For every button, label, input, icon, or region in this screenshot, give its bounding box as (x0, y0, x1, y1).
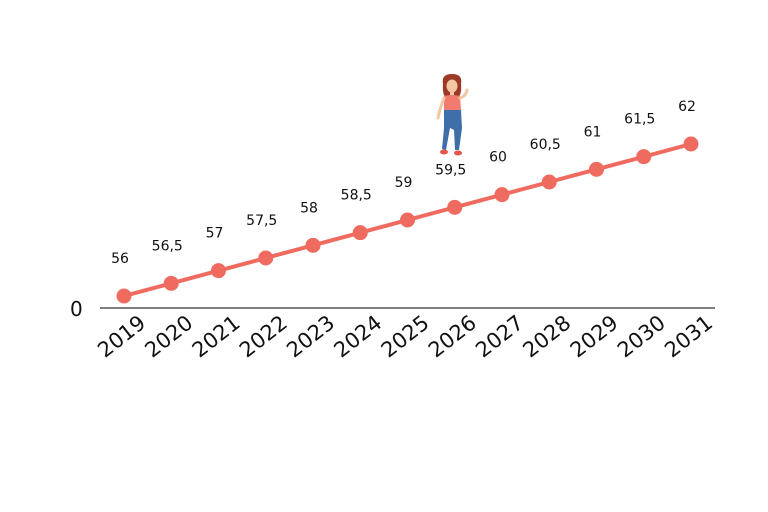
data-label: 62 (678, 99, 696, 115)
data-point (636, 149, 652, 165)
x-tick-label: 2021 (188, 311, 245, 363)
data-label: 60 (489, 150, 507, 166)
data-point (494, 187, 510, 203)
x-tick-label: 2019 (93, 311, 150, 363)
x-tick-label: 2030 (613, 311, 670, 363)
tick-layer: 2019202020212022202320242025202620272028… (93, 311, 717, 363)
data-point (305, 237, 321, 253)
data-point (116, 288, 132, 304)
data-label: 57 (206, 226, 224, 242)
x-tick-label: 2028 (518, 311, 575, 363)
x-tick-label: 2029 (566, 311, 623, 363)
data-point (589, 161, 604, 177)
y-zero-label: 0 (70, 297, 83, 321)
data-label: 57,5 (246, 213, 277, 229)
data-point (400, 212, 415, 228)
data-label: 61,5 (624, 112, 655, 128)
data-label: 60,5 (530, 137, 561, 153)
data-label: 58,5 (341, 188, 372, 204)
data-point (211, 263, 226, 279)
walking-woman-icon (436, 74, 469, 156)
data-point (541, 174, 557, 190)
data-point (447, 199, 463, 215)
x-tick-label: 2025 (377, 311, 434, 363)
data-point (352, 225, 368, 241)
x-tick-label: 2024 (329, 311, 386, 363)
x-tick-label: 2020 (140, 311, 197, 363)
x-tick-label: 2026 (424, 311, 481, 363)
data-label: 56,5 (152, 238, 183, 254)
data-point (163, 275, 179, 291)
data-label: 61 (584, 124, 602, 140)
x-tick-label: 2022 (235, 311, 292, 363)
data-label: 59 (395, 175, 413, 191)
series-layer (116, 136, 699, 304)
data-point (683, 136, 699, 152)
data-label: 59,5 (435, 162, 466, 178)
label-layer: 56 56,5 57 57,5 58 58,5 59 59,5 60 60,5 61 61,5 62 (111, 99, 696, 267)
x-tick-label: 2027 (471, 311, 528, 363)
x-tick-label: 2023 (282, 311, 339, 363)
data-point (258, 250, 274, 266)
x-tick-label: 2031 (660, 311, 717, 363)
data-label: 58 (300, 200, 318, 216)
data-label: 56 (111, 251, 129, 267)
